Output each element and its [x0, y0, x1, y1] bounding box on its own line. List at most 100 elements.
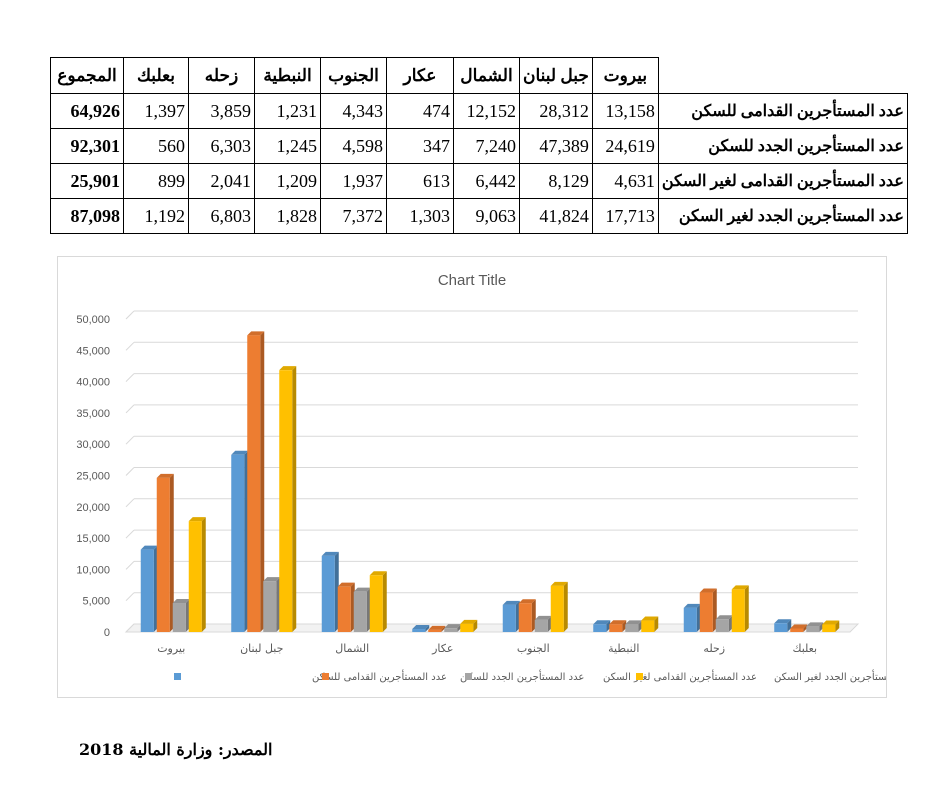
- bar-side: [622, 620, 627, 632]
- bar: [412, 625, 430, 632]
- bar-chart: Chart Title 0 5,000 10,000 15,000 20,000 25,00…: [76, 272, 886, 683]
- row-label: عدد المستأجرين الجدد لغير السكن: [657, 198, 908, 234]
- bar-top: [731, 585, 749, 590]
- bar-top: [609, 620, 627, 625]
- gridline: [125, 404, 135, 414]
- bar-front: [699, 592, 713, 632]
- table-cell: 4,631: [591, 163, 659, 199]
- bar-top: [428, 625, 446, 630]
- bar: [279, 366, 297, 632]
- header-cell: زحله: [188, 57, 255, 94]
- bar-top: [593, 620, 611, 625]
- bar-top: [247, 331, 265, 336]
- bar: [321, 551, 339, 632]
- y-tick-label: 50,000: [76, 314, 110, 326]
- bar-front: [683, 607, 697, 632]
- bar: [231, 450, 249, 632]
- bar: [263, 577, 281, 632]
- bar-front: [279, 370, 293, 632]
- bar-front: [369, 575, 383, 632]
- legend-swatch: [322, 673, 329, 680]
- bar-front: [502, 604, 516, 632]
- row-label: عدد المستأجرين الجدد للسكن: [657, 128, 908, 164]
- bar: [353, 587, 371, 632]
- bar-top: [231, 450, 249, 455]
- bar: [609, 620, 627, 632]
- bar-front: [715, 619, 729, 632]
- bar-front: [444, 628, 458, 632]
- table-row: 25,901 899 2,041 1,209 1,937 613 6,442 8…: [50, 163, 908, 199]
- table-cell: 1,245: [254, 128, 321, 164]
- bar: [822, 620, 840, 632]
- bar-side: [835, 620, 840, 632]
- bar-side: [563, 581, 568, 632]
- y-tick-label: 40,000: [76, 377, 110, 389]
- bar-top: [353, 587, 371, 592]
- bar-top: [412, 625, 430, 630]
- bar-side: [169, 473, 174, 632]
- header-cell: المجموع: [50, 57, 124, 94]
- bar-side: [606, 620, 611, 632]
- table-cell: 613: [386, 163, 454, 199]
- table-cell: 1,303: [386, 198, 454, 234]
- row-label: عدد المستأجرين القدامى للسكن: [657, 93, 908, 129]
- bar-top: [321, 551, 339, 556]
- table-cell: 13,158: [591, 93, 659, 129]
- gridline: [125, 529, 135, 539]
- x-tick-label: بعلبك: [792, 642, 817, 655]
- table-cell: 2,041: [188, 163, 255, 199]
- bar-top: [156, 473, 174, 478]
- legend-label: عدد المستأجرين الجدد للسكن: [460, 669, 584, 683]
- bar-top: [460, 619, 478, 624]
- table-cell: 47,389: [519, 128, 593, 164]
- bar-front: [247, 335, 261, 632]
- table-cell: 560: [123, 128, 189, 164]
- table-row: 64,926 1,397 3,859 1,231 4,343 474 12,15…: [50, 93, 908, 129]
- bar-top: [683, 603, 701, 608]
- header-cell: الشمال: [453, 57, 520, 94]
- table-cell: 28,312: [519, 93, 593, 129]
- bar-front: [460, 623, 474, 632]
- x-tick-label: عكار: [431, 642, 453, 655]
- header-cell: بعلبك: [123, 57, 189, 94]
- legend-label: عدد المستأجرين القدامى للسكن: [312, 669, 447, 683]
- bar-front: [518, 603, 532, 632]
- bar: [369, 571, 387, 632]
- y-tick-label: 25,000: [76, 471, 110, 483]
- gridline: [125, 341, 135, 351]
- table-cell: 6,442: [453, 163, 520, 199]
- bar-top: [641, 616, 659, 621]
- y-tick-label: 30,000: [76, 439, 110, 451]
- header-cell: بيروت: [591, 57, 659, 94]
- gridline: [125, 467, 135, 476]
- bar-side: [473, 619, 478, 632]
- x-tick-label: النبطية: [608, 642, 639, 655]
- bar-side: [382, 571, 387, 632]
- source-note: المصدر: وزارة المالية 2018: [79, 740, 273, 759]
- bar-front: [609, 624, 623, 632]
- legend-swatch: [465, 673, 472, 680]
- table-row: 92,301 560 6,303 1,245 4,598 347 7,240 4…: [50, 128, 908, 164]
- gridline: [125, 592, 135, 602]
- bar-top: [188, 517, 206, 522]
- bar-front: [731, 589, 745, 632]
- chart-frame: Chart Title 0 5,000 10,000 15,000 20,000 25,00…: [57, 256, 887, 698]
- header-cell: جبل لبنان: [519, 57, 593, 94]
- bar-front: [353, 591, 367, 632]
- bar: [534, 615, 552, 632]
- bar-front: [156, 477, 170, 632]
- bar: [683, 603, 701, 632]
- bar: [731, 585, 749, 632]
- header-cell: عكار: [386, 57, 454, 94]
- y-tick-label: 5,000: [82, 596, 110, 608]
- gridline: [125, 435, 135, 445]
- y-tick-label: 45,000: [76, 345, 110, 357]
- bar: [550, 581, 568, 632]
- bar-top: [518, 599, 536, 604]
- x-tick-label: جبل لبنان: [240, 642, 283, 655]
- total-cell: 64,926: [50, 93, 124, 129]
- bar-front: [412, 629, 426, 632]
- table-header-row: المجموع بعلبك زحله النبطية الجنوب عكار ا…: [50, 57, 908, 94]
- bar-side: [425, 625, 430, 632]
- bar: [625, 620, 643, 632]
